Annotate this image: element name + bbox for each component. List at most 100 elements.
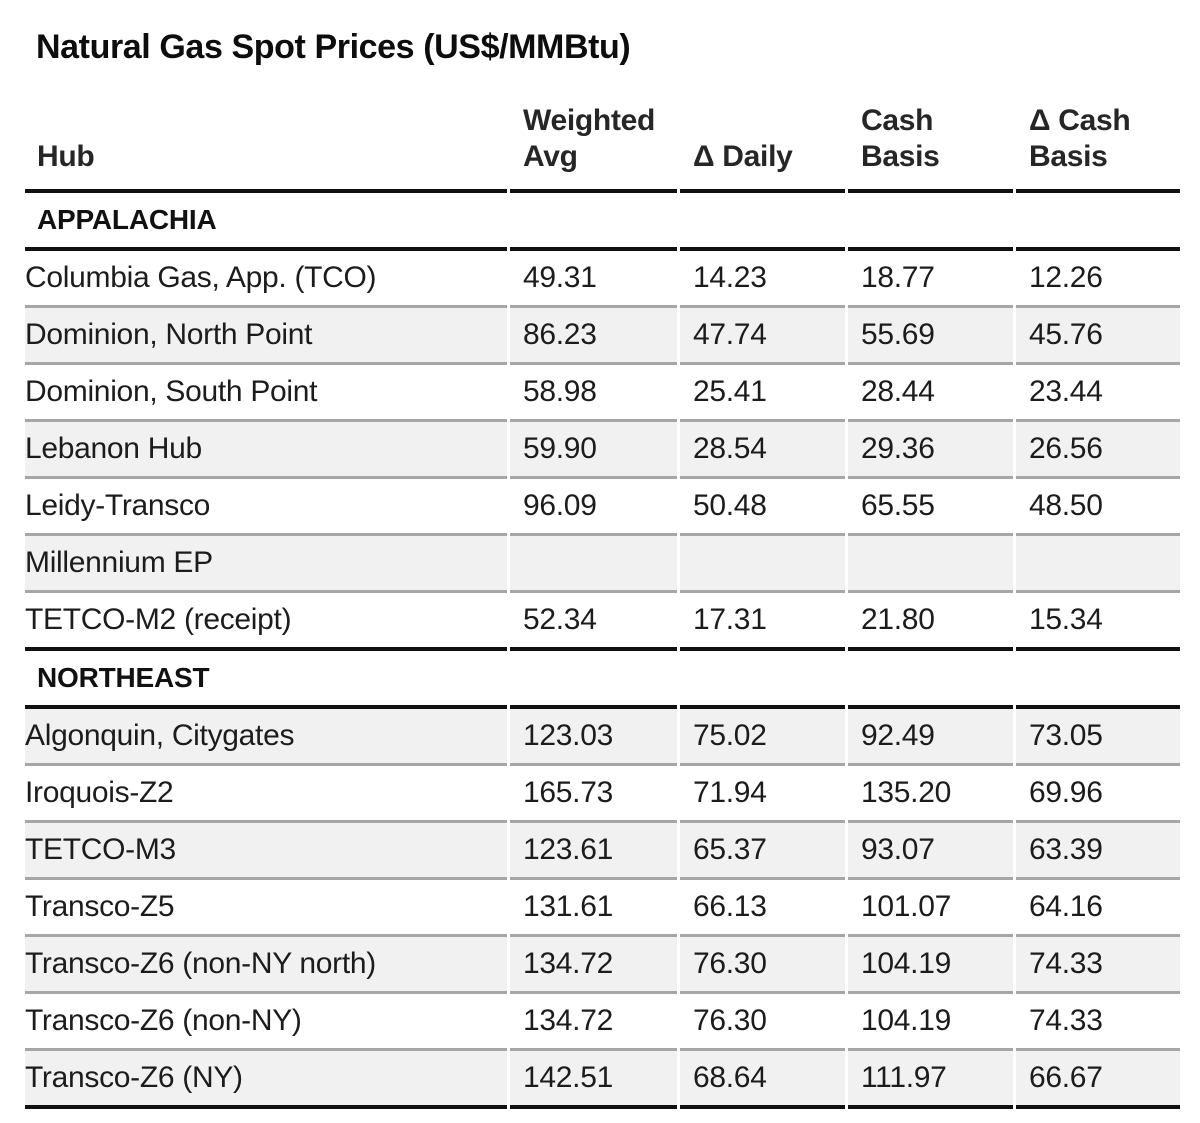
table-row: Dominion, South Point 58.98 25.41 28.44 23.4… — [25, 365, 1180, 422]
column-header-line: Δ Cash — [1029, 104, 1131, 137]
cell-delta-daily: 75.02 — [680, 709, 845, 766]
table-header: Hub Weighted Avg Δ Daily Cash Basis Δ Cash Basi… — [25, 91, 1180, 193]
cell-weighted-avg: 59.90 — [510, 422, 677, 479]
cell-delta-daily: 28.54 — [680, 422, 845, 479]
section-row: APPALACHIA — [25, 193, 1180, 251]
cell-delta-daily: 76.30 — [680, 937, 845, 994]
cell-cash-basis: 18.77 — [848, 251, 1013, 308]
cell-delta-daily: 76.30 — [680, 994, 845, 1051]
cell-weighted-avg: 96.09 — [510, 479, 677, 536]
section-cell — [1016, 651, 1180, 709]
cell-delta-cash-basis: 73.05 — [1016, 709, 1180, 766]
section-cell — [1016, 193, 1180, 251]
cell-delta-daily: 17.31 — [680, 593, 845, 651]
table-body: APPALACHIA Columbia Gas, App. (TCO) 49.31 1… — [25, 193, 1180, 1109]
cell-cash-basis: 21.80 — [848, 593, 1013, 651]
cell-cash-basis: 135.20 — [848, 766, 1013, 823]
section-cell — [680, 193, 845, 251]
cell-weighted-avg: 123.03 — [510, 709, 677, 766]
cell-hub: TETCO-M2 (receipt) — [25, 593, 507, 651]
cell-cash-basis: 92.49 — [848, 709, 1013, 766]
cell-hub: Transco-Z6 (non-NY north) — [25, 937, 507, 994]
spot-prices-table: Hub Weighted Avg Δ Daily Cash Basis Δ Cash Basi… — [22, 91, 1183, 1109]
cell-cash-basis: 28.44 — [848, 365, 1013, 422]
table-row: Transco-Z6 (non-NY north) 134.72 76.30 104.… — [25, 937, 1180, 994]
cell-delta-cash-basis: 63.39 — [1016, 823, 1180, 880]
cell-hub: Transco-Z6 (NY) — [25, 1051, 507, 1109]
cell-weighted-avg: 142.51 — [510, 1051, 677, 1109]
cell-weighted-avg: 86.23 — [510, 308, 677, 365]
cell-delta-daily: 47.74 — [680, 308, 845, 365]
table-row: Lebanon Hub 59.90 28.54 29.36 26.56 — [25, 422, 1180, 479]
cell-cash-basis: 29.36 — [848, 422, 1013, 479]
cell-delta-cash-basis: 48.50 — [1016, 479, 1180, 536]
column-header-line: Cash — [861, 104, 934, 137]
column-header-line: Basis — [1029, 140, 1108, 173]
table-row: TETCO-M3 123.61 65.37 93.07 63.39 — [25, 823, 1180, 880]
column-header-delta-cash-basis: Δ Cash Basis — [1016, 91, 1180, 193]
cell-weighted-avg: 123.61 — [510, 823, 677, 880]
cell-delta-cash-basis: 66.67 — [1016, 1051, 1180, 1109]
cell-hub: Dominion, North Point — [25, 308, 507, 365]
column-header-line: Basis — [861, 140, 940, 173]
cell-delta-daily: 71.94 — [680, 766, 845, 823]
column-header-line: Avg — [523, 140, 578, 173]
table-row: Millennium EP — [25, 536, 1180, 593]
cell-delta-daily: 25.41 — [680, 365, 845, 422]
cell-delta-daily: 50.48 — [680, 479, 845, 536]
cell-weighted-avg — [510, 536, 677, 593]
table-row: Transco-Z6 (NY) 142.51 68.64 111.97 66.67 — [25, 1051, 1180, 1109]
table-row: Leidy-Transco 96.09 50.48 65.55 48.50 — [25, 479, 1180, 536]
cell-hub: Transco-Z5 — [25, 880, 507, 937]
column-header-weighted-avg: Weighted Avg — [510, 91, 677, 193]
cell-delta-daily: 14.23 — [680, 251, 845, 308]
cell-cash-basis: 104.19 — [848, 937, 1013, 994]
cell-delta-cash-basis — [1016, 536, 1180, 593]
cell-cash-basis: 93.07 — [848, 823, 1013, 880]
section-cell — [510, 193, 677, 251]
section-cell — [510, 651, 677, 709]
cell-cash-basis: 111.97 — [848, 1051, 1013, 1109]
section-row: NORTHEAST — [25, 651, 1180, 709]
cell-delta-daily: 66.13 — [680, 880, 845, 937]
table-row: Transco-Z5 131.61 66.13 101.07 64.16 — [25, 880, 1180, 937]
cell-hub: Dominion, South Point — [25, 365, 507, 422]
cell-weighted-avg: 58.98 — [510, 365, 677, 422]
cell-hub: Iroquois-Z2 — [25, 766, 507, 823]
cell-hub: Leidy-Transco — [25, 479, 507, 536]
column-header-line: Hub — [37, 140, 95, 173]
cell-hub: Millennium EP — [25, 536, 507, 593]
table-row: Algonquin, Citygates 123.03 75.02 92.49 73.0… — [25, 709, 1180, 766]
column-header-line: Weighted — [523, 104, 656, 137]
cell-weighted-avg: 52.34 — [510, 593, 677, 651]
column-header-line: Δ Daily — [693, 140, 793, 173]
header-row: Hub Weighted Avg Δ Daily Cash Basis Δ Cash Basi… — [25, 91, 1180, 193]
column-header-hub: Hub — [25, 91, 507, 193]
column-header-delta-daily: Δ Daily — [680, 91, 845, 193]
cell-delta-daily: 65.37 — [680, 823, 845, 880]
cell-delta-cash-basis: 74.33 — [1016, 994, 1180, 1051]
section-cell — [680, 651, 845, 709]
cell-cash-basis: 104.19 — [848, 994, 1013, 1051]
cell-delta-cash-basis: 69.96 — [1016, 766, 1180, 823]
table-row: Columbia Gas, App. (TCO) 49.31 14.23 18.77 1… — [25, 251, 1180, 308]
cell-delta-cash-basis: 15.34 — [1016, 593, 1180, 651]
cell-delta-cash-basis: 74.33 — [1016, 937, 1180, 994]
cell-delta-cash-basis: 23.44 — [1016, 365, 1180, 422]
column-header-cash-basis: Cash Basis — [848, 91, 1013, 193]
cell-hub: Columbia Gas, App. (TCO) — [25, 251, 507, 308]
cell-delta-cash-basis: 12.26 — [1016, 251, 1180, 308]
cell-delta-daily: 68.64 — [680, 1051, 845, 1109]
page-title: Natural Gas Spot Prices (US$/MMBtu) — [36, 28, 631, 66]
cell-delta-daily — [680, 536, 845, 593]
cell-weighted-avg: 131.61 — [510, 880, 677, 937]
cell-weighted-avg: 134.72 — [510, 994, 677, 1051]
cell-weighted-avg: 134.72 — [510, 937, 677, 994]
cell-cash-basis: 65.55 — [848, 479, 1013, 536]
section-cell — [848, 651, 1013, 709]
table-row: Iroquois-Z2 165.73 71.94 135.20 69.96 — [25, 766, 1180, 823]
cell-hub: Algonquin, Citygates — [25, 709, 507, 766]
table-row: Dominion, North Point 86.23 47.74 55.69 45.7… — [25, 308, 1180, 365]
cell-delta-cash-basis: 45.76 — [1016, 308, 1180, 365]
